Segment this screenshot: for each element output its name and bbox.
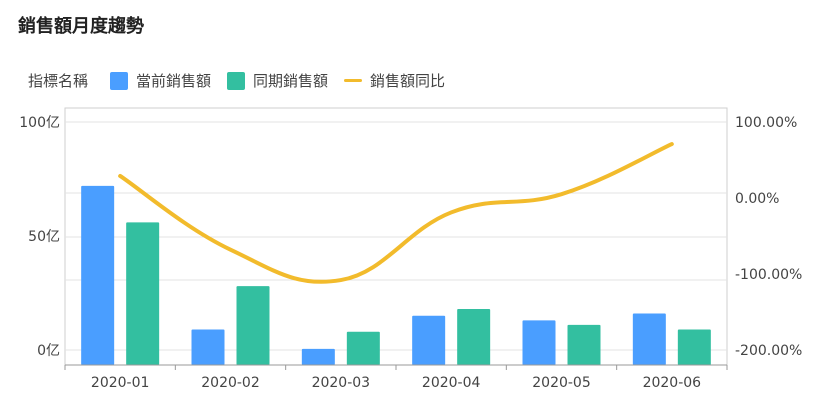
bar-current-2020-03[interactable]: [301, 348, 335, 365]
x-tick-label: 2020-02: [201, 375, 260, 391]
yoy-line: [118, 142, 674, 284]
bar-prior-2020-02[interactable]: [236, 286, 270, 365]
bar-current-2020-01[interactable]: [81, 185, 115, 365]
y-axis-left: 0亿 50亿 100亿: [19, 115, 60, 359]
yoy-line-path[interactable]: [118, 142, 674, 284]
legend-item-yoy[interactable]: 銷售額同比: [344, 70, 445, 91]
bar-current-2020-05[interactable]: [522, 320, 556, 365]
grid-lines: [64, 107, 728, 366]
y-left-tick-label: 50亿: [28, 229, 60, 245]
bar-prior-2020-06[interactable]: [677, 329, 711, 365]
legend-label-prior-sales: 同期銷售額: [253, 72, 329, 90]
bar-prior-2020-05[interactable]: [567, 324, 601, 365]
y-right-tick-label: -200.00%: [735, 343, 802, 359]
x-tick-label: 2020-01: [91, 375, 150, 391]
bars: [81, 185, 711, 365]
chart-title: 銷售額月度趨勢: [18, 16, 144, 37]
legend-swatch-yoy: [344, 79, 363, 82]
bar-prior-2020-01[interactable]: [126, 222, 160, 365]
bar-prior-2020-04[interactable]: [457, 308, 491, 365]
x-tick-label: 2020-03: [312, 375, 371, 391]
legend: 指標名稱 當前銷售額 同期銷售額 銷售額同比: [28, 70, 461, 91]
legend-label-yoy: 銷售額同比: [370, 72, 446, 90]
bar-current-2020-04[interactable]: [412, 315, 446, 365]
legend-label-current-sales: 當前銷售額: [136, 72, 212, 90]
bar-current-2020-06[interactable]: [632, 313, 666, 365]
x-tick-label: 2020-06: [643, 375, 702, 391]
y-right-tick-label: -100.00%: [735, 267, 802, 283]
legend-item-current-sales[interactable]: 當前銷售額: [110, 70, 211, 91]
legend-swatch-prior-sales: [227, 71, 246, 90]
bar-current-2020-02[interactable]: [191, 329, 225, 365]
y-left-tick-label: 0亿: [37, 343, 60, 359]
x-tick-label: 2020-04: [422, 375, 481, 391]
legend-swatch-current-sales: [110, 71, 129, 90]
y-right-tick-label: 100.00%: [735, 115, 797, 131]
y-axis-right: 100.00% 0.00% -100.00% -200.00%: [735, 115, 802, 359]
x-tick-label: 2020-05: [532, 375, 591, 391]
y-left-tick-label: 100亿: [19, 115, 60, 131]
legend-title: 指標名稱: [28, 72, 89, 90]
x-axis: 2020-01 2020-02 2020-03 2020-04 2020-05 2020-…: [64, 364, 728, 391]
legend-item-prior-sales[interactable]: 同期銷售額: [227, 70, 328, 91]
bar-prior-2020-03[interactable]: [346, 331, 380, 365]
y-right-tick-label: 0.00%: [735, 191, 779, 207]
